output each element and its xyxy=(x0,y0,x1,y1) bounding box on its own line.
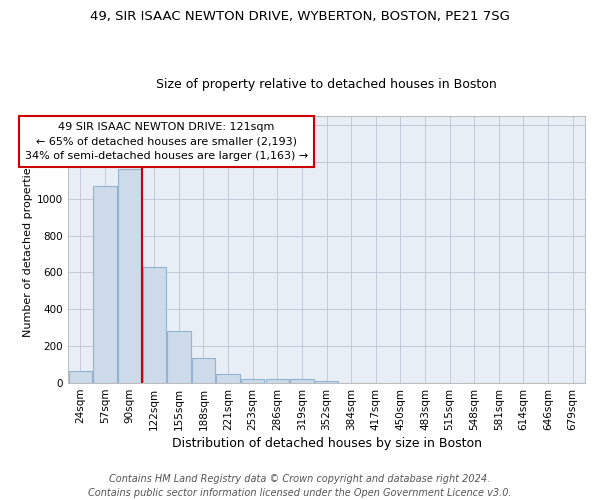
Bar xyxy=(167,332,191,383)
Bar xyxy=(241,380,265,383)
Bar xyxy=(93,186,116,383)
X-axis label: Distribution of detached houses by size in Boston: Distribution of detached houses by size … xyxy=(172,437,482,450)
Bar xyxy=(68,371,92,383)
Bar xyxy=(266,380,289,383)
Text: 49 SIR ISAAC NEWTON DRIVE: 121sqm
← 65% of detached houses are smaller (2,193)
3: 49 SIR ISAAC NEWTON DRIVE: 121sqm ← 65% … xyxy=(25,122,308,162)
Bar xyxy=(290,379,314,383)
Y-axis label: Number of detached properties: Number of detached properties xyxy=(23,162,33,337)
Bar xyxy=(192,358,215,383)
Title: Size of property relative to detached houses in Boston: Size of property relative to detached ho… xyxy=(156,78,497,91)
Text: 49, SIR ISAAC NEWTON DRIVE, WYBERTON, BOSTON, PE21 7SG: 49, SIR ISAAC NEWTON DRIVE, WYBERTON, BO… xyxy=(90,10,510,23)
Text: Contains HM Land Registry data © Crown copyright and database right 2024.
Contai: Contains HM Land Registry data © Crown c… xyxy=(88,474,512,498)
Bar xyxy=(315,381,338,383)
Bar xyxy=(143,267,166,383)
Bar xyxy=(217,374,240,383)
Bar xyxy=(118,169,141,383)
